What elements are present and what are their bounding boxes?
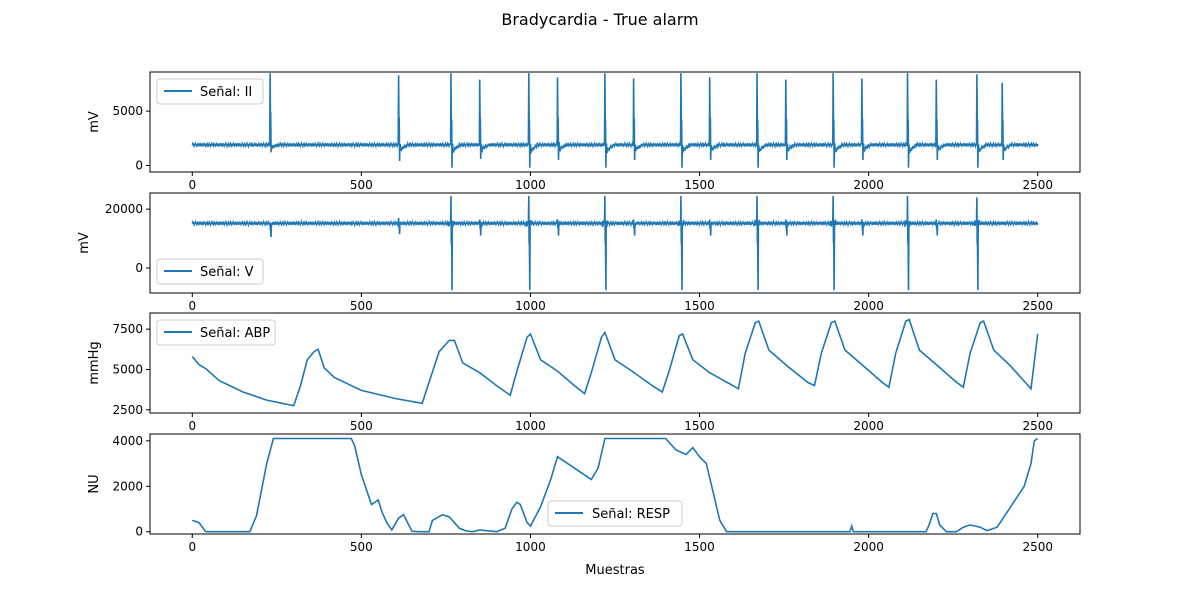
x-tick-label-ii: 2000 bbox=[853, 178, 884, 192]
y-tick-label-ii: 0 bbox=[135, 158, 143, 172]
x-tick-label-v: 0 bbox=[188, 299, 196, 313]
y-tick-label-ii: 5000 bbox=[112, 104, 143, 118]
y-axis-label-abp: mmHg bbox=[87, 341, 102, 384]
x-tick-label-abp: 1500 bbox=[684, 419, 715, 433]
legend-box-resp bbox=[547, 500, 683, 527]
legend-label-v: Señal: V bbox=[200, 265, 254, 280]
x-tick-label-abp: 2000 bbox=[853, 419, 884, 433]
x-axis-label: Muestras bbox=[585, 563, 645, 578]
legend-resp: Señal: RESP bbox=[547, 500, 683, 527]
legend-box-abp bbox=[156, 319, 276, 346]
y-axis-label-resp: NU bbox=[87, 474, 102, 493]
x-tick-label-resp: 2500 bbox=[1022, 540, 1053, 554]
series-line-resp bbox=[192, 437, 1039, 533]
x-tick-label-ii: 1000 bbox=[515, 178, 546, 192]
legend-abp: Señal: ABP bbox=[156, 319, 276, 346]
y-tick-label-v: 20000 bbox=[105, 202, 143, 216]
panel-v: mV bbox=[77, 192, 1081, 294]
x-tick-label-resp: 1000 bbox=[515, 540, 546, 554]
y-tick-label-abp: 2500 bbox=[112, 403, 143, 417]
x-tick-label-ii: 0 bbox=[188, 178, 196, 192]
figure-title: Bradycardia - True alarm bbox=[501, 10, 698, 29]
y-tick-label-v: 0 bbox=[135, 261, 143, 275]
x-tick-label-resp: 1500 bbox=[684, 540, 715, 554]
series-line-abp bbox=[191, 318, 1039, 407]
x-tick-label-v: 2000 bbox=[853, 299, 884, 313]
x-tick-label-resp: 2000 bbox=[853, 540, 884, 554]
legend-box-ii bbox=[156, 78, 264, 105]
x-tick-label-ii: 2500 bbox=[1022, 178, 1053, 192]
y-axis-label-v: mV bbox=[77, 232, 92, 254]
x-tick-label-v: 1000 bbox=[515, 299, 546, 313]
legend-label-ii: Señal: II bbox=[200, 85, 252, 100]
legend-v: Señal: V bbox=[156, 258, 264, 285]
x-tick-label-abp: 0 bbox=[188, 419, 196, 433]
y-tick-label-abp: 5000 bbox=[112, 362, 143, 376]
panel-abp: mmHg bbox=[87, 312, 1081, 414]
y-tick-label-resp: 0 bbox=[135, 525, 143, 539]
x-tick-label-resp: 0 bbox=[188, 540, 196, 554]
plot-area-v bbox=[149, 192, 1081, 294]
y-tick-label-resp: 2000 bbox=[112, 479, 143, 493]
panel-ii: mV bbox=[87, 71, 1081, 173]
series-line-v bbox=[191, 195, 1039, 291]
y-tick-label-resp: 4000 bbox=[112, 434, 143, 448]
legend-label-abp: Señal: ABP bbox=[200, 326, 270, 341]
y-tick-label-abp: 7500 bbox=[112, 322, 143, 336]
plot-area-abp bbox=[149, 312, 1081, 414]
x-tick-label-abp: 500 bbox=[350, 419, 373, 433]
legend-label-resp: Señal: RESP bbox=[592, 507, 670, 522]
x-tick-label-resp: 500 bbox=[350, 540, 373, 554]
series-line-ii bbox=[191, 73, 1039, 168]
x-tick-label-v: 500 bbox=[350, 299, 373, 313]
x-tick-label-ii: 500 bbox=[350, 178, 373, 192]
x-tick-label-abp: 2500 bbox=[1022, 419, 1053, 433]
x-tick-label-ii: 1500 bbox=[684, 178, 715, 192]
legend-ii: Señal: II bbox=[156, 78, 264, 105]
legend-box-v bbox=[156, 258, 264, 285]
plot-area-ii bbox=[149, 71, 1081, 173]
x-tick-label-abp: 1000 bbox=[515, 419, 546, 433]
x-tick-label-v: 2500 bbox=[1022, 299, 1053, 313]
y-axis-label-ii: mV bbox=[87, 111, 102, 133]
x-tick-label-v: 1500 bbox=[684, 299, 715, 313]
